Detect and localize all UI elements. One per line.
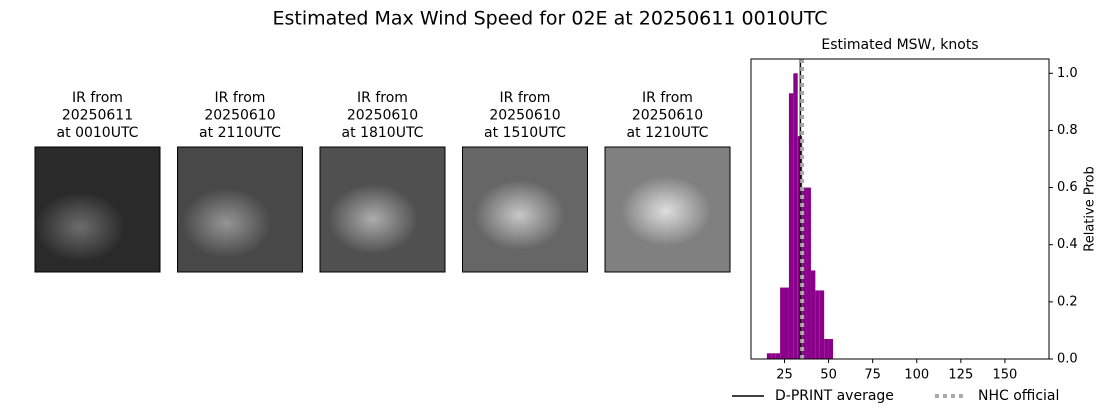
storm-cloud <box>35 192 125 262</box>
plot-frame <box>750 58 1050 360</box>
bar <box>810 270 816 359</box>
bar <box>793 73 798 360</box>
y-tick-label: 0.4 <box>1057 237 1078 252</box>
bar <box>802 187 807 359</box>
panel-caption: 20250611 <box>62 108 133 124</box>
y-tick-label: 0.6 <box>1057 180 1078 195</box>
x-tick-label: 125 <box>948 368 973 383</box>
panel-caption: at 1810UTC <box>342 125 424 141</box>
legend-label: D-PRINT average <box>775 388 894 404</box>
panel-caption: 20250610 <box>489 108 560 124</box>
panel-caption: IR from <box>215 90 266 106</box>
y-tick-label: 1.0 <box>1057 66 1078 81</box>
bar <box>780 287 785 359</box>
bar <box>788 93 794 360</box>
panel-caption: 20250610 <box>632 108 703 124</box>
bar <box>824 339 829 359</box>
panel-caption: at 0010UTC <box>57 125 139 141</box>
x-tick-label: 50 <box>820 368 837 383</box>
storm-cloud <box>621 176 711 246</box>
panel-caption: IR from <box>500 90 551 106</box>
y-tick-label: 0.0 <box>1057 352 1078 367</box>
panel-caption: at 1510UTC <box>484 125 566 141</box>
panel-caption: IR from <box>357 90 408 106</box>
panel-caption: IR from <box>642 90 693 106</box>
panel-caption: 20250610 <box>204 108 275 124</box>
x-tick-label: 150 <box>993 368 1018 383</box>
storm-cloud <box>181 188 272 258</box>
storm-cloud <box>328 184 418 254</box>
y-tick-label: 0.2 <box>1057 294 1078 309</box>
x-tick-label: 100 <box>904 368 929 383</box>
bar <box>819 290 825 359</box>
storm-cloud <box>474 180 565 250</box>
bar <box>766 353 772 359</box>
y-tick-label: 0.8 <box>1057 123 1078 138</box>
plot-title: Estimated MSW, knots <box>821 37 978 53</box>
x-tick-label: 25 <box>776 368 793 383</box>
bar <box>771 353 776 359</box>
figure-title: Estimated Max Wind Speed for 02E at 2025… <box>272 8 827 30</box>
legend-label: NHC official <box>978 388 1059 404</box>
bar <box>806 187 811 359</box>
bar <box>775 353 781 359</box>
panel-caption: at 1210UTC <box>627 125 709 141</box>
panel-caption: 20250610 <box>347 108 418 124</box>
panel-caption: IR from <box>72 90 123 106</box>
bar <box>815 290 820 359</box>
x-tick-label: 75 <box>864 368 881 383</box>
y-axis-label: Relative Prob <box>1083 166 1098 251</box>
panel-caption: at 2110UTC <box>199 125 281 141</box>
bar <box>784 287 789 359</box>
bar <box>828 339 833 359</box>
